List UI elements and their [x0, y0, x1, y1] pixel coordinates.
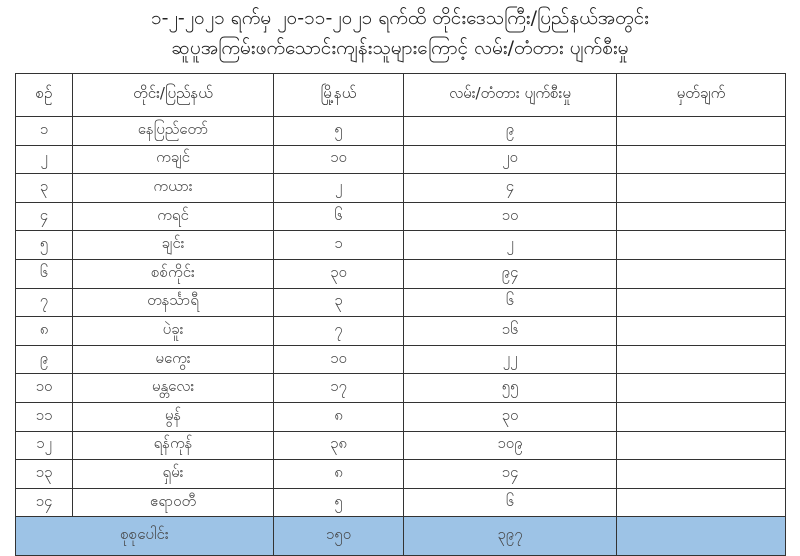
cell-townships: ၁၀ — [273, 344, 404, 375]
table-row: ၁၄ ဧရာဝတီ၅၆ — [15, 487, 786, 518]
table-row: ၁၁ မွန်၈၃၀ — [15, 401, 786, 432]
total-remarks — [616, 516, 786, 556]
cell-region: ဧရာဝတီ — [72, 487, 274, 518]
cell-no: ၁၂ — [15, 430, 73, 461]
cell-region: ချင်း — [72, 230, 274, 260]
table-row: ၅ချင်း၁၂ — [15, 230, 786, 260]
table-row: ၂ကချင် ၁၀ ၂၀ — [15, 144, 786, 175]
cell-remarks — [616, 401, 786, 432]
cell-damage: ၁၄ — [403, 459, 617, 489]
cell-damage: ၂ — [403, 230, 617, 260]
cell-damage: ၂၂ — [403, 344, 617, 375]
header-damage: လမ်း/တံတား ပျက်စီးမှု — [403, 73, 617, 117]
cell-townships: ၁၇ — [273, 373, 404, 403]
cell-remarks — [616, 116, 786, 146]
cell-damage: ၆ — [403, 287, 617, 318]
table-row: ၁၀ မန္တလေး ၁၇ ၅၅ — [15, 373, 786, 403]
table-row: ၁၃ ရှမ်း၈၁၄ — [15, 459, 786, 489]
cell-no: ၂ — [15, 144, 73, 175]
table-row: ၇တနင်္သာရီ၃၆ — [15, 287, 786, 318]
cell-no: ၁၄ — [15, 487, 73, 518]
cell-no: ၇ — [15, 287, 73, 318]
table-row: ၄ကရင်၆၁၀ — [15, 201, 786, 232]
cell-remarks — [616, 144, 786, 175]
cell-damage: ၃၀ — [403, 401, 617, 432]
cell-remarks — [616, 344, 786, 375]
cell-region: ရှမ်း — [72, 459, 274, 489]
cell-region: ကယား — [72, 173, 274, 203]
table-row: ၈ပဲခူး၇၁၆ — [15, 316, 786, 346]
cell-damage: ၉ — [403, 116, 617, 146]
cell-townships: ၈ — [273, 401, 404, 432]
cell-no: ၄ — [15, 201, 73, 232]
cell-no: ၉ — [15, 344, 73, 375]
cell-townships: ၆ — [273, 201, 404, 232]
cell-region: ကရင် — [72, 201, 274, 232]
cell-damage: ၁၀၉ — [403, 430, 617, 461]
table-row: ၁၂ ရန်ကုန် ၃၈ ၁၀၉ — [15, 430, 786, 461]
cell-damage: ၁၀ — [403, 201, 617, 232]
cell-damage: ၆ — [403, 487, 617, 518]
cell-remarks — [616, 201, 786, 232]
header-no: စဉ် — [15, 73, 73, 117]
cell-townships: ၁၀ — [273, 144, 404, 175]
total-label: စုစုပေါင်း — [15, 516, 274, 556]
cell-townships: ၁ — [273, 230, 404, 260]
header-row: စဉ် တိုင်း/ပြည်နယ် မြို့နယ် လမ်း/တံတား ပ… — [15, 73, 786, 117]
header-townships: မြို့နယ် — [273, 73, 404, 117]
cell-region: မွန် — [72, 401, 274, 432]
cell-damage: ၁၆ — [403, 316, 617, 346]
cell-no: ၁ — [15, 116, 73, 146]
cell-townships: ၂ — [273, 173, 404, 203]
cell-remarks — [616, 173, 786, 203]
cell-damage: ၉၄ — [403, 258, 617, 289]
cell-no: ၆ — [15, 258, 73, 289]
cell-no: ၈ — [15, 316, 73, 346]
cell-region: ပဲခူး — [72, 316, 274, 346]
cell-remarks — [616, 487, 786, 518]
cell-remarks — [616, 430, 786, 461]
cell-townships: ၃၈ — [273, 430, 404, 461]
title-line-1: ၁-၂-၂၀၂၁ ရက်မှ ၂၀-၁၁-၂၀၂၁ ရက်ထိ တိုင်းဒေ… — [150, 7, 649, 29]
cell-townships: ၃၀ — [273, 258, 404, 289]
header-remarks: မှတ်ချက် — [616, 73, 786, 117]
cell-no: ၁၀ — [15, 373, 73, 403]
cell-damage: ၄ — [403, 173, 617, 203]
table-row: ၁နေပြည်တော်၅၉ — [15, 116, 786, 146]
cell-region: စစ်ကိုင်း — [72, 258, 274, 289]
table-row: ၉မကွေး ၁၀ ၂၂ — [15, 344, 786, 375]
cell-townships: ၅ — [273, 487, 404, 518]
cell-townships: ၃ — [273, 287, 404, 318]
total-row: စုစုပေါင်း ၁၅၀ ၃၉၇ — [15, 516, 786, 556]
cell-remarks — [616, 230, 786, 260]
table-row: ၆စစ်ကိုင်း ၃၀ ၉၄ — [15, 258, 786, 289]
cell-no: ၅ — [15, 230, 73, 260]
cell-damage: ၅၅ — [403, 373, 617, 403]
cell-remarks — [616, 459, 786, 489]
table-row: ၃ကယား၂၄ — [15, 173, 786, 203]
cell-region: တနင်္သာရီ — [72, 287, 274, 318]
cell-remarks — [616, 258, 786, 289]
cell-no: ၁၃ — [15, 459, 73, 489]
header-region: တိုင်း/ပြည်နယ် — [72, 73, 274, 117]
cell-remarks — [616, 287, 786, 318]
cell-no: ၃ — [15, 173, 73, 203]
cell-region: ကချင် — [72, 144, 274, 175]
cell-remarks — [616, 316, 786, 346]
cell-region: ရန်ကုန် — [72, 430, 274, 461]
cell-townships: ၈ — [273, 459, 404, 489]
cell-region: နေပြည်တော် — [72, 116, 274, 146]
cell-townships: ၅ — [273, 116, 404, 146]
cell-townships: ၇ — [273, 316, 404, 346]
damage-table: စဉ် တိုင်း/ပြည်နယ် မြို့နယ် လမ်း/တံတား ပ… — [15, 73, 786, 556]
title-line-2: ဆူပူအကြမ်းဖက်သောင်းကျန်းသူများကြောင့် လမ… — [171, 37, 629, 59]
cell-no: ၁၁ — [15, 401, 73, 432]
cell-damage: ၂၀ — [403, 144, 617, 175]
cell-region: မန္တလေး — [72, 373, 274, 403]
cell-region: မကွေး — [72, 344, 274, 375]
cell-remarks — [616, 373, 786, 403]
